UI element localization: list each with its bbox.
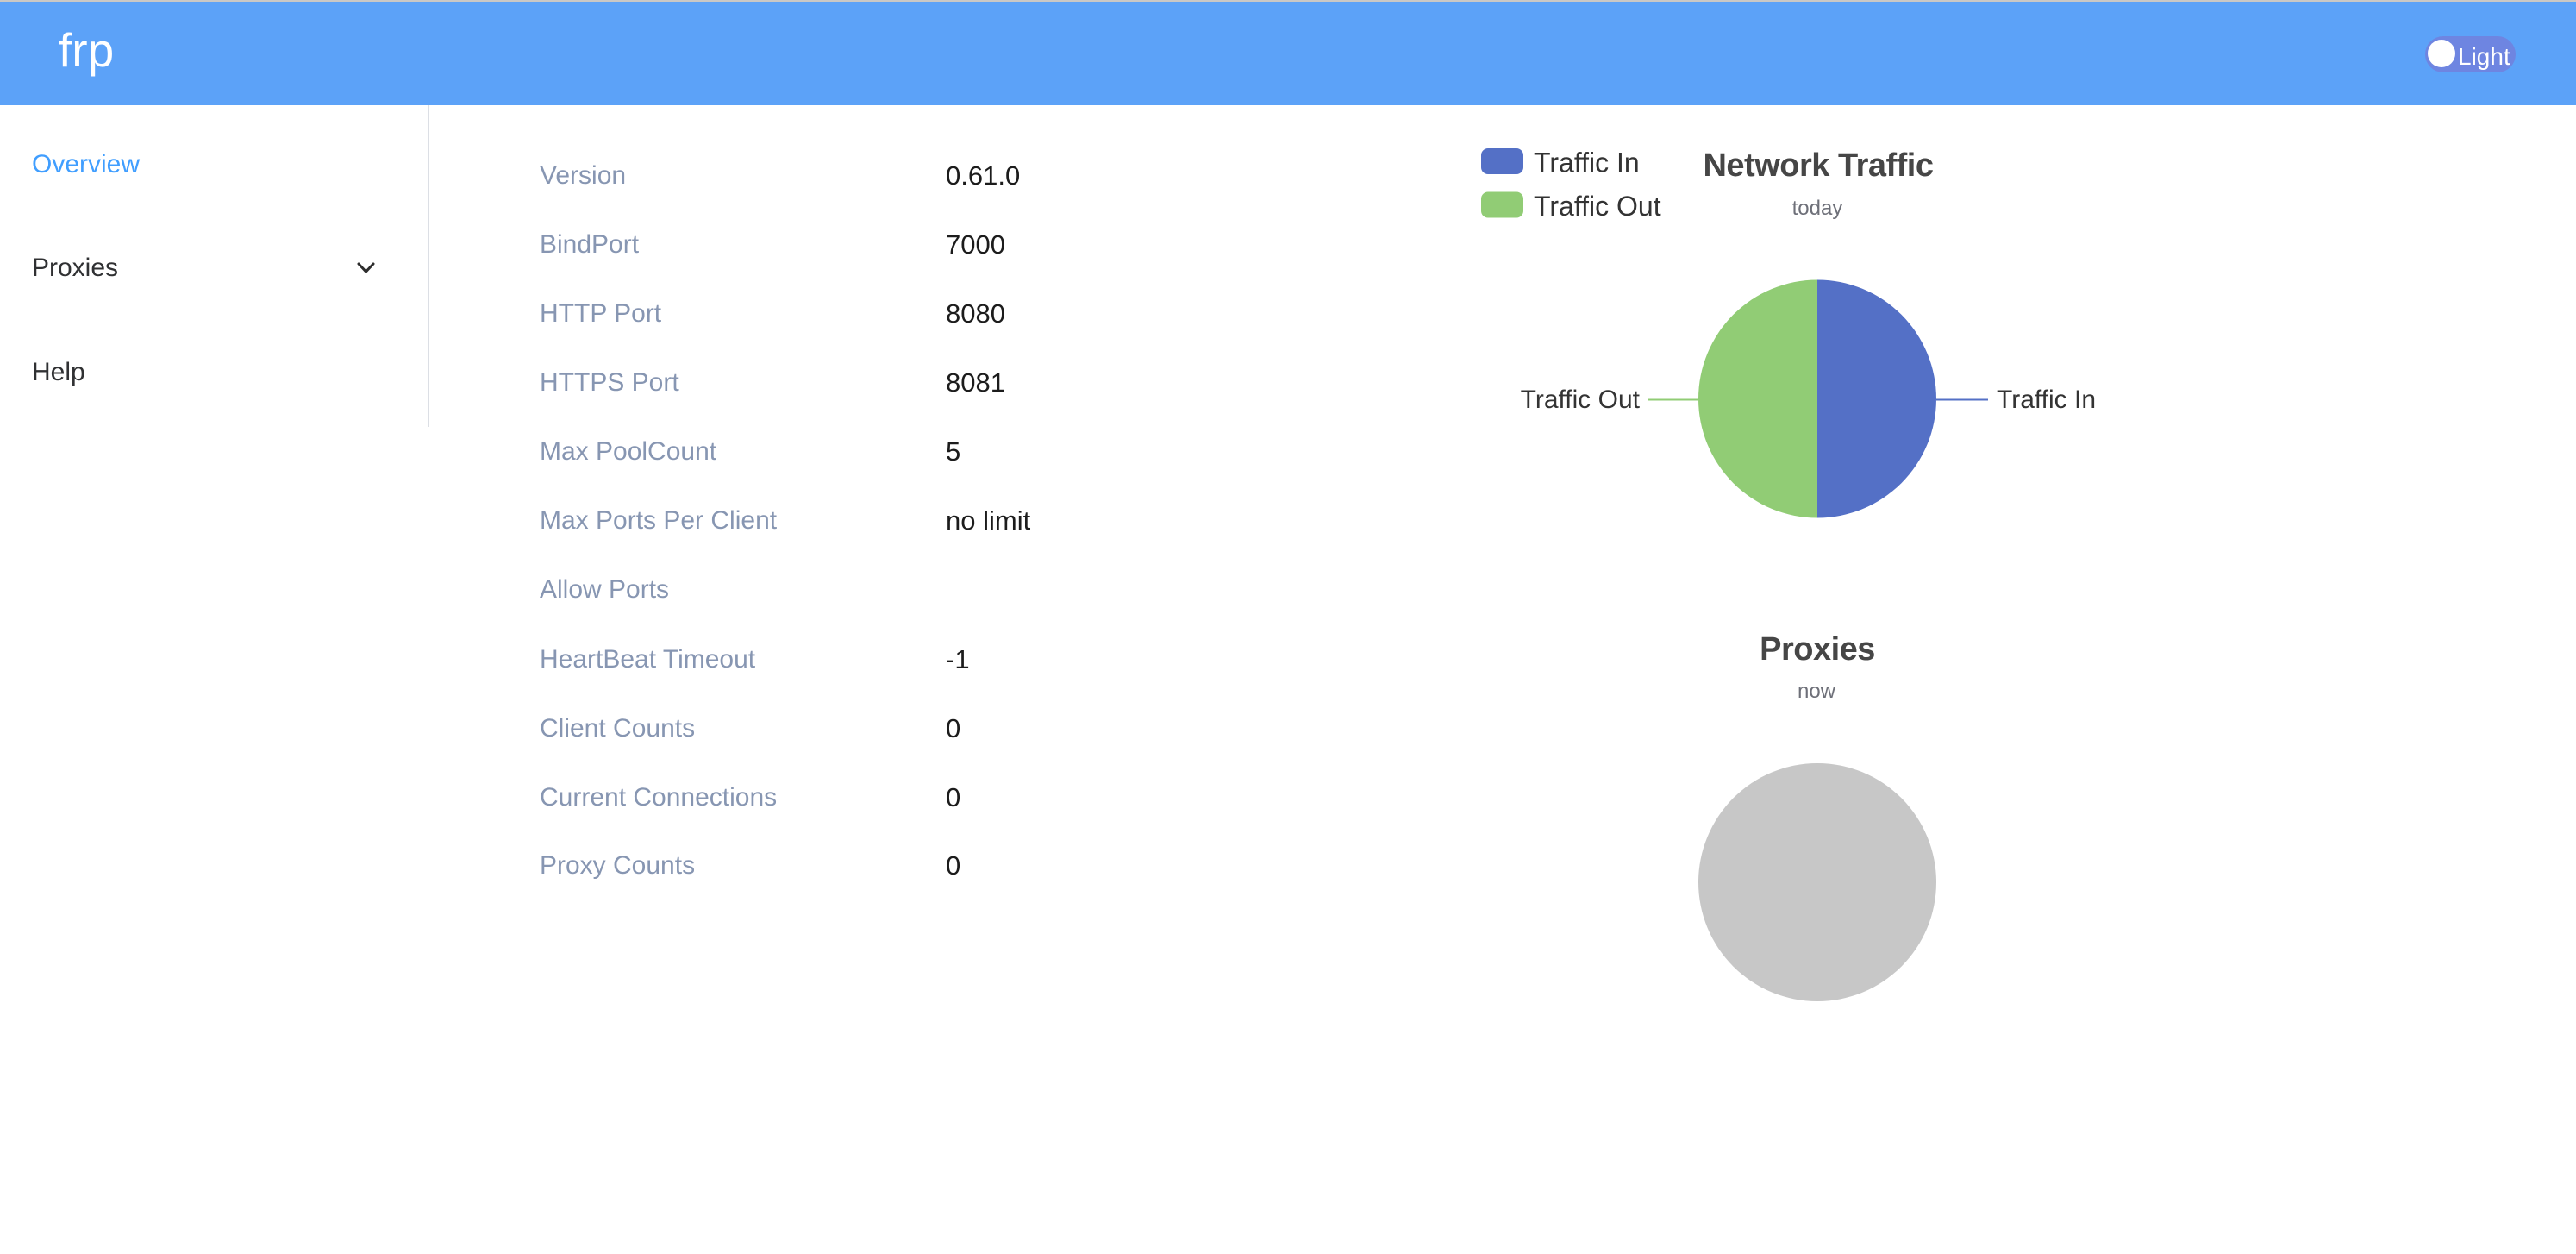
svg-text:Proxies: Proxies [1760, 631, 1875, 668]
svg-text:today: today [1792, 197, 1843, 220]
svg-text:Traffic Out: Traffic Out [1521, 386, 1641, 414]
svg-text:now: now [1798, 680, 1836, 703]
svg-text:Traffic In: Traffic In [1997, 386, 2096, 414]
svg-text:Network Traffic: Network Traffic [1703, 147, 1933, 184]
svg-text:Traffic Out: Traffic Out [1534, 191, 1661, 222]
svg-text:Traffic In: Traffic In [1534, 147, 1640, 179]
